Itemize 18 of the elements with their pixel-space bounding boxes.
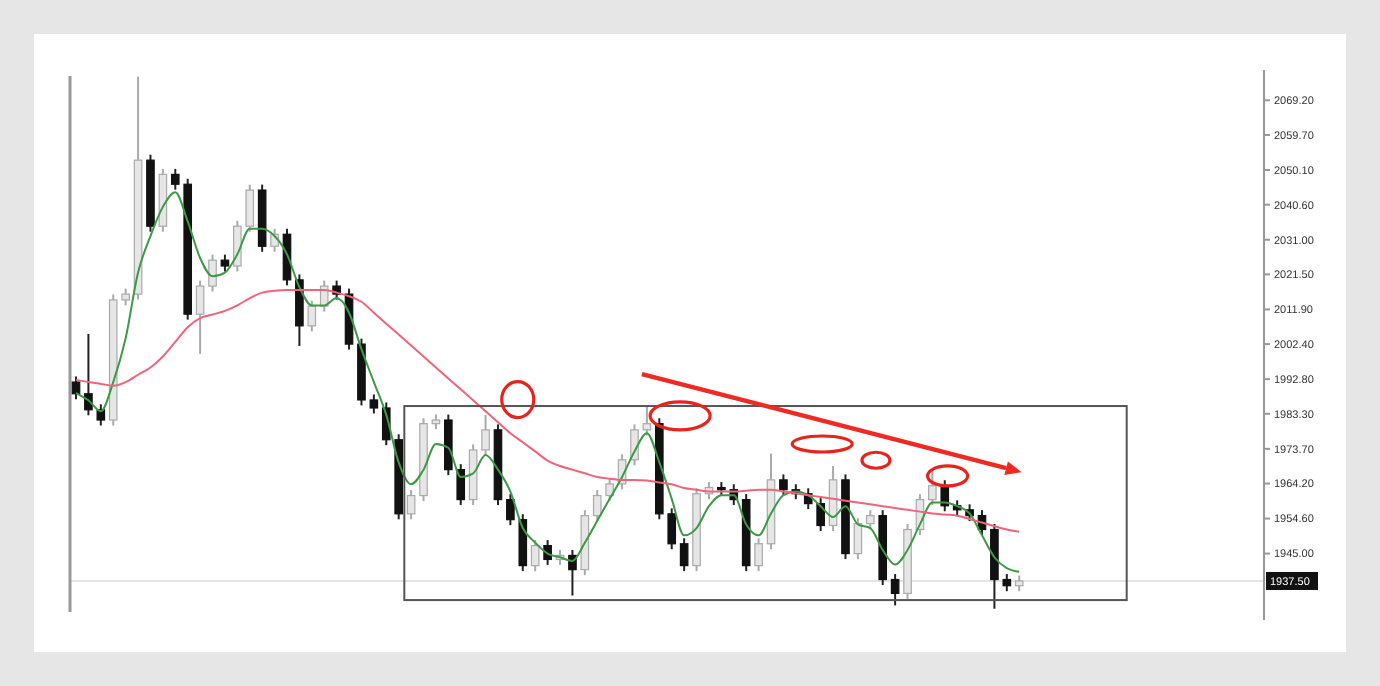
- candlestick: [195, 279, 205, 355]
- candlestick: [530, 539, 540, 573]
- candlestick: [679, 537, 689, 573]
- candlestick: [406, 489, 416, 521]
- candlestick: [754, 537, 763, 573]
- candlestick: [518, 513, 528, 573]
- candlestick: [890, 573, 900, 607]
- candlestick: [307, 299, 317, 333]
- candlestick: [642, 404, 652, 437]
- candlestick: [71, 375, 81, 401]
- candlestick: [456, 463, 466, 507]
- candlestick: [865, 509, 875, 531]
- candlestick: [295, 273, 304, 347]
- candlestick: [816, 497, 825, 532]
- candlestick: [928, 468, 937, 507]
- candlestick: [96, 403, 106, 427]
- candlestick: [208, 253, 217, 293]
- candlestick: [506, 493, 515, 527]
